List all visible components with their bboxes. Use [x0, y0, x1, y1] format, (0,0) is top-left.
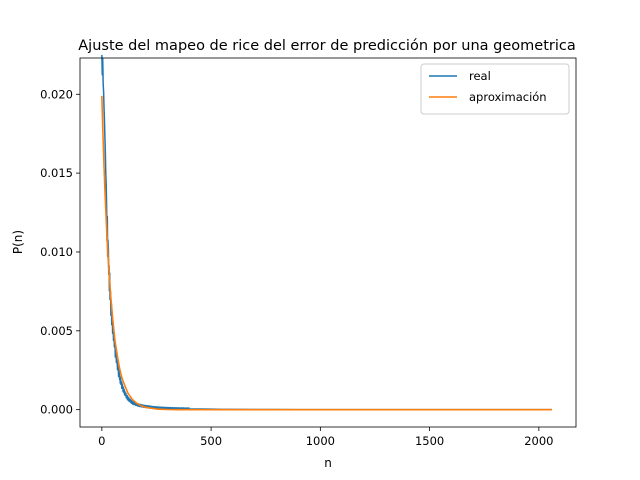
legend-label: real — [469, 69, 491, 83]
series-line-aproximacion — [101, 95, 552, 411]
chart-title: Ajuste del mapeo de rice del error de pr… — [78, 38, 575, 54]
plot-area — [79, 54, 577, 428]
x-tick-label: 0 — [98, 434, 105, 448]
x-tick-label: 2000 — [524, 434, 553, 448]
y-tick-label: 0.010 — [40, 245, 73, 259]
y-tick-label: 0.015 — [40, 166, 73, 180]
x-tick-label: 500 — [200, 434, 222, 448]
y-tick-label: 0.020 — [40, 87, 73, 101]
y-tick-label: 0.000 — [40, 403, 73, 417]
x-axis-label: n — [324, 456, 332, 470]
y-tick-label: 0.005 — [40, 324, 73, 338]
x-tick-label: 1000 — [306, 434, 335, 448]
legend: real aproximación — [420, 63, 570, 115]
x-tick-label: 1500 — [415, 434, 444, 448]
legend-label: aproximación — [469, 90, 547, 104]
y-axis-label: P(n) — [11, 230, 25, 254]
plot-background — [80, 58, 576, 427]
legend-box — [420, 63, 570, 115]
y-axis: 0.000 0.005 0.010 0.015 0.020 — [40, 87, 80, 417]
x-axis: 0 500 1000 1500 2000 — [98, 427, 553, 448]
series-layer — [101, 54, 552, 411]
plot-frame — [79, 57, 577, 428]
